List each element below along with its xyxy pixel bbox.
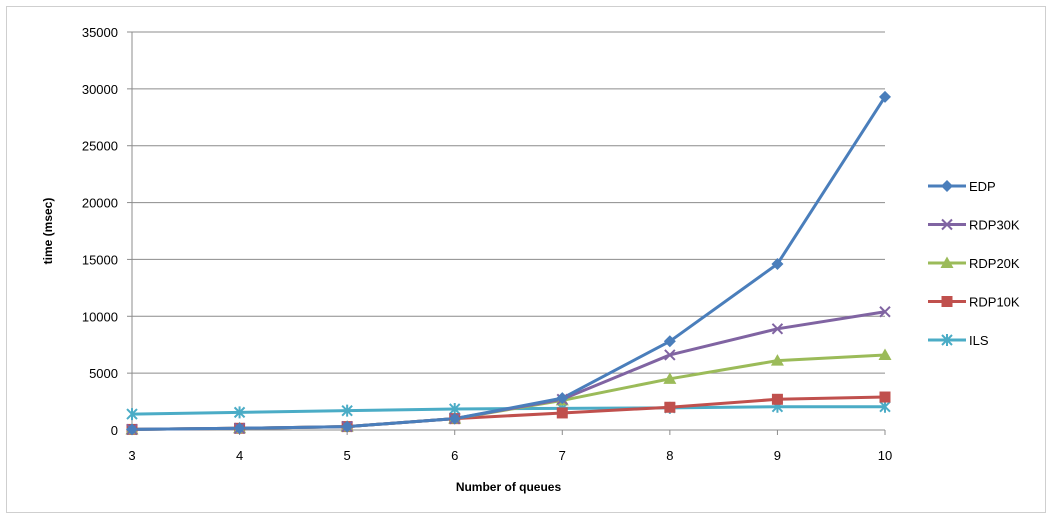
x-tick-label: 5: [344, 448, 351, 463]
data-point-edp: [663, 335, 676, 348]
legend: EDP RDP30K RDP20K RDP10K ILS: [928, 179, 1020, 348]
y-tick-label: 10000: [82, 309, 118, 324]
y-tick-label: 0: [111, 423, 118, 438]
data-point-edp: [448, 412, 461, 425]
y-tick-label: 25000: [82, 139, 118, 154]
data-point-rdp10k: [771, 393, 783, 405]
axes: [127, 31, 886, 435]
data-point-edp: [879, 90, 891, 103]
y-tick-label: 30000: [82, 82, 118, 97]
legend-marker-edp: [941, 180, 953, 192]
series-line-edp: [131, 96, 887, 431]
x-tick-labels: 3 4 5 6 7 8 9 10: [128, 448, 892, 463]
data-point-rdp20k: [663, 372, 677, 384]
legend-label-rdp10k: RDP10K: [969, 295, 1020, 310]
y-tick-label: 35000: [82, 25, 118, 40]
y-tick-label: 15000: [82, 252, 118, 267]
data-point-edp: [126, 423, 138, 436]
data-point-rdp10k: [664, 401, 676, 413]
data-point-rdp10k: [556, 407, 568, 419]
y-tick-label: 5000: [89, 366, 118, 381]
data-point-rdp20k: [878, 348, 892, 360]
x-tick-label: 9: [774, 448, 781, 463]
x-tick-label: 4: [236, 448, 243, 463]
x-tick-label: 7: [559, 448, 566, 463]
data-point-ils: [126, 408, 138, 421]
series-markers: [125, 90, 892, 436]
data-point-rdp30k: [879, 306, 891, 318]
y-tick-labels: 0 5000 10000 15000 20000 25000 30000 35000: [82, 25, 118, 438]
data-point-edp: [233, 422, 246, 435]
y-tick-label: 20000: [82, 196, 118, 211]
data-point-rdp30k: [664, 349, 676, 361]
series-line-rdp20k: [131, 353, 886, 431]
data-point-ils: [341, 404, 353, 417]
x-tick-label: 10: [878, 448, 892, 463]
x-tick-label: 8: [666, 448, 673, 463]
data-point-edp: [556, 392, 569, 405]
gridlines: [132, 31, 885, 431]
legend-marker-rdp20k: [940, 256, 954, 268]
legend-marker-rdp30k: [941, 218, 953, 231]
data-point-rdp20k: [770, 354, 784, 366]
x-tick-label: 6: [451, 448, 458, 463]
data-point-ils: [233, 406, 246, 419]
legend-marker-ils: [941, 334, 953, 346]
data-point-edp: [771, 257, 784, 270]
legend-label-edp: EDP: [969, 179, 996, 194]
legend-label-rdp20k: RDP20K: [969, 256, 1020, 271]
legend-label-ils: ILS: [969, 333, 989, 348]
legend-marker-rdp10k: [941, 296, 953, 307]
x-axis-title: Number of queues: [456, 480, 562, 494]
x-tick-label: 3: [128, 448, 135, 463]
data-point-rdp10k: [879, 391, 891, 403]
data-point-edp: [341, 420, 354, 433]
legend-label-rdp30k: RDP30K: [969, 218, 1020, 233]
series-lines: [131, 96, 887, 431]
data-point-ils: [879, 400, 891, 413]
y-axis-title: time (msec): [41, 198, 55, 265]
data-point-rdp30k: [771, 323, 784, 335]
